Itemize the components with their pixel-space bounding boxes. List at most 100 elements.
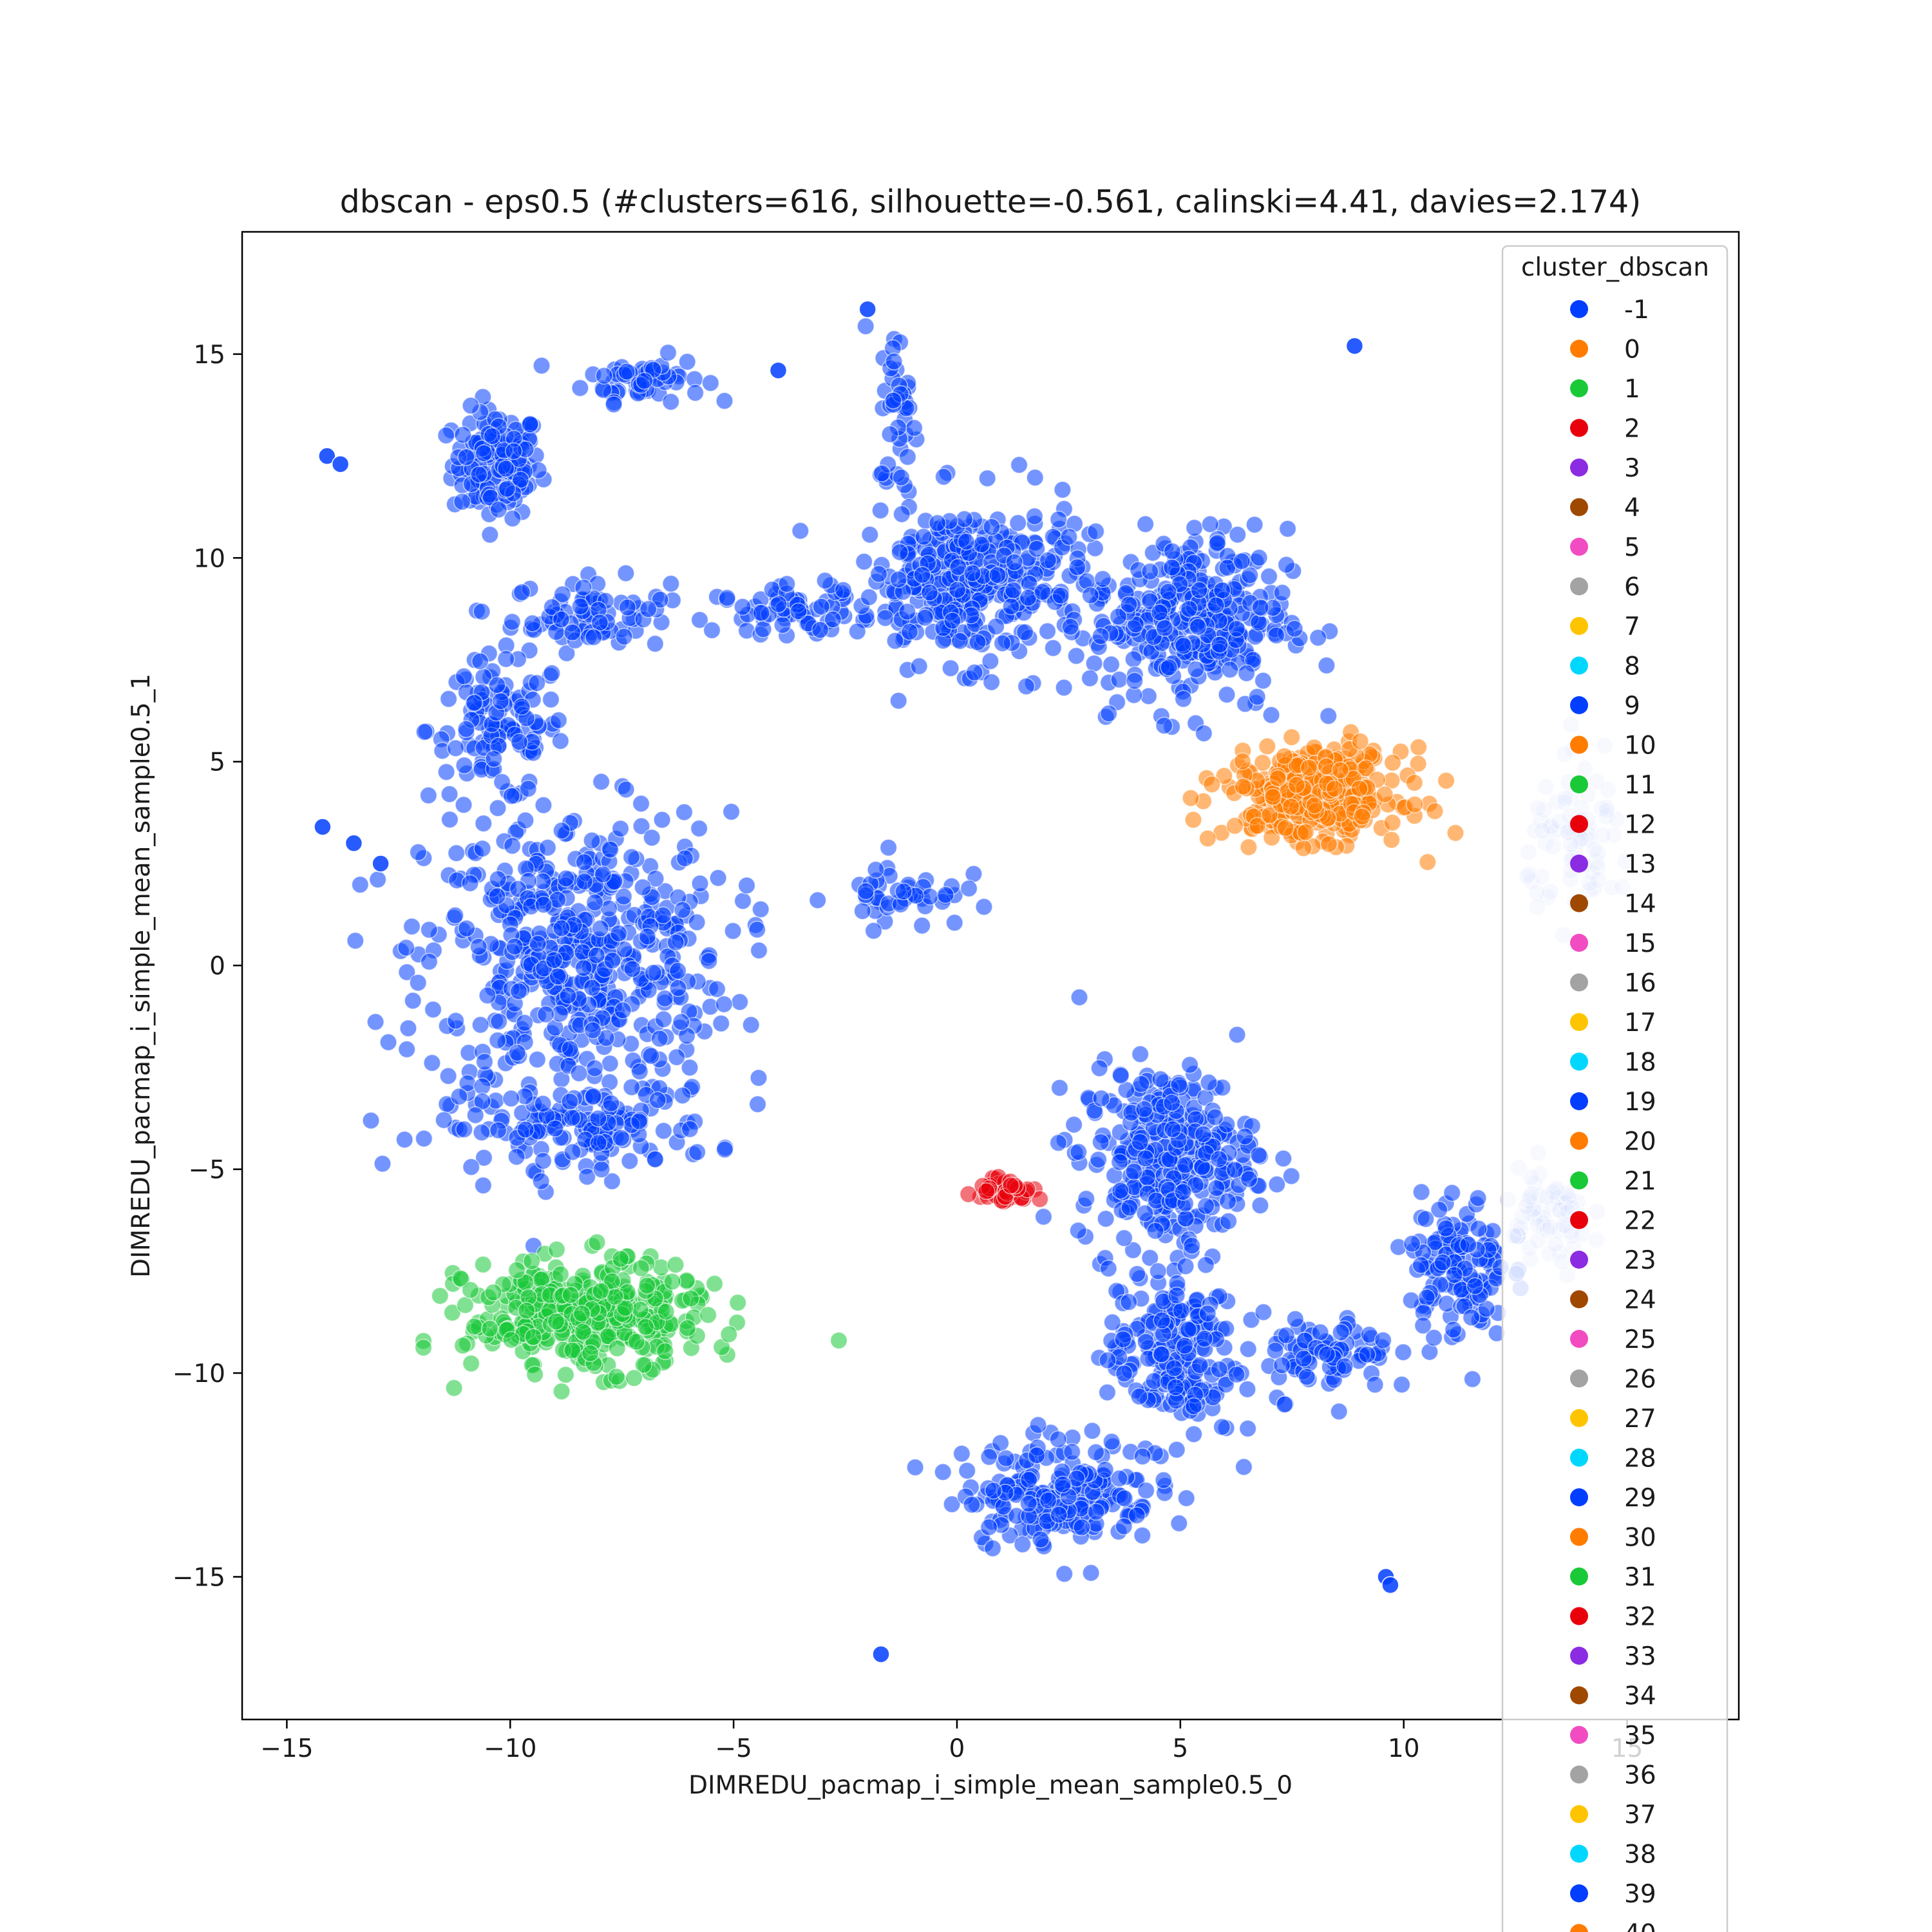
data-point [634,1356,652,1374]
data-point [583,831,601,849]
legend: cluster_dbscan -101234567891011121314151… [1501,245,1728,1932]
legend-label: 35 [1624,1721,1656,1750]
data-point [1085,654,1103,672]
data-point [1049,1133,1068,1152]
data-point [462,1354,480,1372]
data-point [481,526,499,544]
data-point [1226,1160,1244,1179]
data-point [1383,813,1401,832]
points-layer [314,300,1634,1663]
legend-marker [1570,934,1588,952]
data-point [506,938,524,956]
data-point [705,1274,724,1293]
legend-label: 25 [1624,1325,1656,1354]
data-point [1069,1143,1088,1161]
legend-marker [1570,656,1588,675]
cluster-0-points [1182,723,1464,871]
data-point [497,650,515,668]
data-point [409,843,428,862]
legend-label: 14 [1624,890,1656,919]
data-point [446,906,464,925]
data-point [528,1050,547,1068]
data-point [1250,549,1268,567]
data-point [1200,1074,1218,1092]
data-point [667,1048,686,1066]
data-point [545,951,564,969]
data-point [646,1150,664,1168]
data-point [1469,1189,1487,1208]
data-point [876,609,895,627]
data-point [630,1112,649,1130]
data-point [1207,596,1225,614]
data-point [553,1382,571,1401]
cluster--1-points [850,838,993,940]
data-point [1319,706,1338,725]
data-point [1019,1471,1038,1489]
data-point [516,811,535,829]
data-point [1174,1183,1192,1201]
data-point [522,1252,541,1271]
legend-entry: -1 [1570,296,1649,325]
legend-marker [1570,1488,1588,1506]
legend-label: 6 [1624,573,1640,602]
data-point [473,839,491,858]
data-point [575,853,593,871]
data-point [1029,1416,1047,1434]
data-point [1124,1241,1142,1260]
legend-marker [1570,1567,1588,1586]
data-point [592,1282,610,1300]
data-point [957,533,976,551]
data-point [980,1518,998,1537]
data-point [573,1304,591,1323]
legend-marker [1570,1647,1588,1665]
data-point [632,817,650,835]
data-point [886,632,904,650]
data-point [1330,1403,1348,1421]
data-point [1394,1343,1412,1361]
data-point [1197,1256,1215,1274]
legend-marker [1570,815,1588,833]
data-point [654,1122,673,1140]
legend-marker [1570,1132,1588,1150]
data-point [535,796,553,815]
data-point [587,946,606,965]
legend-marker [1570,1726,1588,1744]
data-point [1275,1396,1294,1414]
data-point [1412,1183,1430,1201]
data-point [1099,705,1118,723]
data-point [1136,1150,1155,1168]
data-point [589,1109,607,1128]
data-point [668,961,687,980]
data-point [1030,1190,1049,1208]
data-point [503,612,522,631]
data-point [681,1120,699,1139]
data-point [1168,1286,1186,1305]
legend-label: 2 [1624,415,1640,444]
legend-entry: 17 [1570,1009,1656,1037]
data-point [502,787,521,805]
cluster--1-points [1034,988,1300,1301]
data-point [542,690,560,708]
data-point [462,397,480,415]
data-point [621,1152,639,1170]
data-point [404,992,422,1010]
data-point [1466,1277,1484,1295]
cluster--1-points [1227,1303,1412,1421]
data-point [618,363,636,381]
data-point [585,893,604,912]
data-point [678,1319,697,1337]
y-tick-label: 15 [193,341,225,370]
data-point [1092,1089,1110,1108]
data-point [516,1121,535,1139]
legend-marker [1570,735,1588,754]
legend-entry: 34 [1570,1682,1656,1711]
data-point [1210,1150,1228,1168]
data-point [654,906,672,925]
data-point [991,1434,1010,1452]
data-point [503,837,522,855]
data-point [1430,1200,1448,1219]
legend-marker [1570,1290,1588,1309]
data-point [754,620,772,638]
data-point [409,974,427,992]
legend-label: 7 [1624,612,1640,641]
